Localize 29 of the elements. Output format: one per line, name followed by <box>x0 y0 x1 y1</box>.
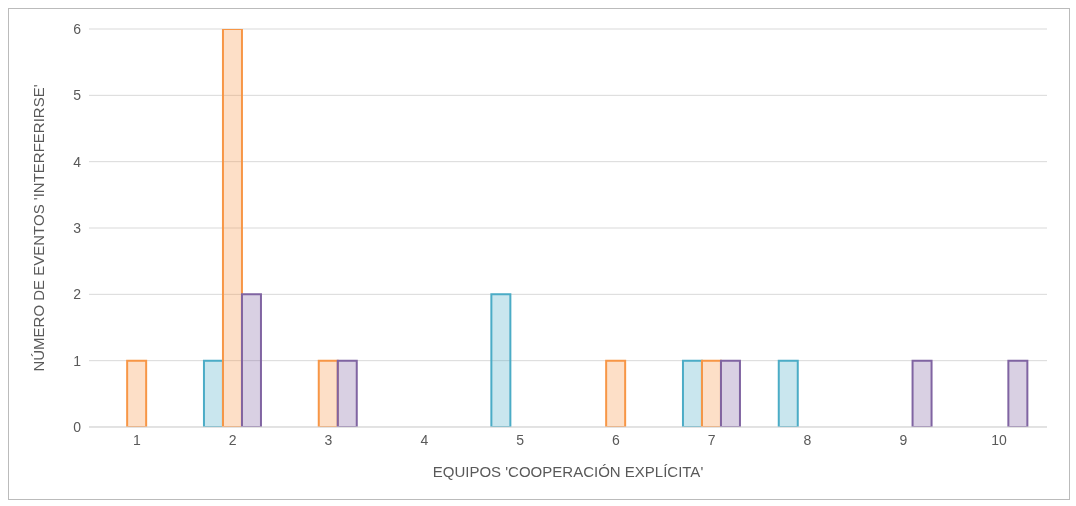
y-tick-label: 2 <box>73 286 82 303</box>
bar <box>1007 359 1029 427</box>
y-axis-title: NÚMERO DE EVENTOS 'INTERFERIRSE' <box>30 84 48 372</box>
x-tick-label: 9 <box>899 431 908 448</box>
x-tick-label: 4 <box>420 431 429 448</box>
y-tick-label: 0 <box>73 418 82 435</box>
y-tick-label: 4 <box>73 153 82 170</box>
y-tick-label: 3 <box>73 219 82 236</box>
bar <box>719 359 741 427</box>
bar <box>221 29 243 427</box>
x-tick-label: 5 <box>516 431 525 448</box>
x-tick-label: 7 <box>707 431 716 448</box>
bar <box>911 359 933 427</box>
bar <box>490 293 512 427</box>
bar <box>605 359 627 427</box>
x-tick-label: 3 <box>324 431 333 448</box>
bar <box>336 359 358 427</box>
x-tick-label: 6 <box>612 431 620 448</box>
x-axis-title: EQUIPOS 'COOPERACIÓN EXPLÍCITA' <box>432 463 704 480</box>
x-tick-label: 8 <box>803 431 812 448</box>
x-tick-label: 1 <box>133 431 141 448</box>
y-tick-label: 6 <box>73 20 82 37</box>
x-tick-label: 10 <box>991 431 1008 448</box>
y-tick-label: 5 <box>73 87 82 104</box>
y-tick-label: 1 <box>73 352 82 369</box>
x-tick-label: 2 <box>228 431 237 448</box>
bar <box>777 359 799 427</box>
bar <box>126 359 148 427</box>
bar <box>240 293 262 427</box>
